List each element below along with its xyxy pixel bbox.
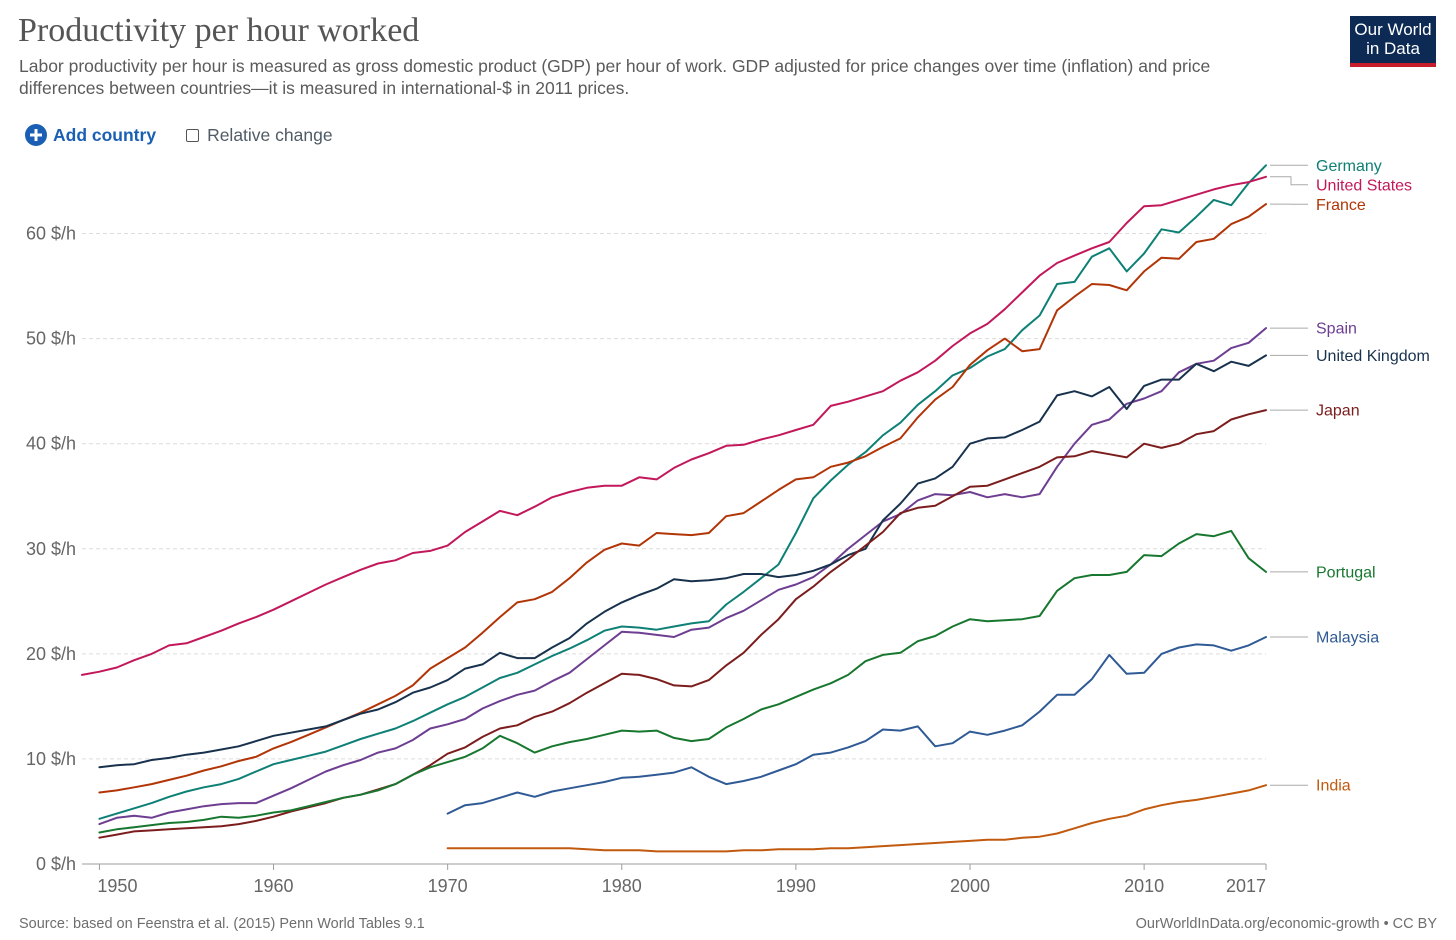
license-link[interactable]: OurWorldInData.org/economic-growth • CC … bbox=[1135, 916, 1437, 932]
series-label-united-states: United States bbox=[1316, 177, 1412, 194]
series-label-india: India bbox=[1316, 778, 1351, 795]
series-lines bbox=[81, 164, 1267, 853]
relative-change-label: Relative change bbox=[207, 124, 333, 145]
x-tick-label: 2017 bbox=[1226, 876, 1266, 896]
line-chart: 0 $/h 10 $/h 20 $/h 30 $/h 40 $/h 50 $/h 60 $/… bbox=[26, 160, 1430, 896]
add-country-label: Add country bbox=[53, 124, 157, 145]
series-line-malaysia bbox=[446, 636, 1267, 815]
x-tick-label: 2000 bbox=[950, 876, 990, 896]
series-line-india bbox=[446, 784, 1267, 853]
series-label-united-kingdom: United Kingdom bbox=[1316, 348, 1430, 365]
series-line-united-states bbox=[81, 175, 1267, 676]
y-axis-ticks: 0 $/h 10 $/h 20 $/h 30 $/h 40 $/h 50 $/h 60 $/… bbox=[26, 224, 76, 874]
label-connector bbox=[1270, 176, 1308, 186]
y-tick-label: 10 $/h bbox=[26, 749, 76, 769]
series-label-spain: Spain bbox=[1316, 321, 1357, 338]
series-label-france: France bbox=[1316, 197, 1366, 214]
chart-title: Productivity per hour worked bbox=[18, 12, 420, 49]
series-line-spain bbox=[98, 327, 1267, 826]
x-tick-label: 1960 bbox=[254, 876, 294, 896]
series-line-portugal bbox=[98, 529, 1267, 834]
series-line-germany bbox=[98, 164, 1267, 820]
x-tick-label: 2010 bbox=[1124, 876, 1164, 896]
y-tick-label: 0 $/h bbox=[36, 854, 76, 874]
logo-line-1: Our World bbox=[1354, 20, 1432, 39]
plus-circle-icon bbox=[25, 124, 47, 146]
y-tick-label: 60 $/h bbox=[26, 224, 76, 244]
series-line-united-kingdom bbox=[98, 354, 1267, 769]
chart-controls: Add country Relative change bbox=[25, 122, 333, 148]
y-tick-label: 30 $/h bbox=[26, 539, 76, 559]
series-labels: Germany United States France Spain United Ki… bbox=[1270, 160, 1430, 795]
checkbox-icon[interactable] bbox=[186, 128, 200, 142]
add-country-button[interactable]: Add country bbox=[25, 124, 156, 146]
x-tick-label: 1990 bbox=[776, 876, 816, 896]
logo-line-2: in Data bbox=[1366, 39, 1420, 58]
source-note[interactable]: Source: based on Feenstra et al. (2015) … bbox=[19, 916, 425, 932]
x-tick-label: 1950 bbox=[97, 876, 137, 896]
chart-subtitle: Labor productivity per hour is measured … bbox=[19, 56, 1211, 98]
series-label-germany: Germany bbox=[1316, 160, 1382, 175]
y-tick-label: 50 $/h bbox=[26, 329, 76, 349]
x-tick-label: 1970 bbox=[428, 876, 468, 896]
series-label-portugal: Portugal bbox=[1316, 564, 1376, 581]
owid-logo[interactable]: Our World in Data bbox=[1350, 16, 1436, 67]
series-line-japan bbox=[98, 409, 1267, 839]
series-line-france bbox=[98, 203, 1267, 794]
series-label-malaysia: Malaysia bbox=[1316, 630, 1379, 647]
y-tick-label: 20 $/h bbox=[26, 644, 76, 664]
grid-lines bbox=[82, 233, 1266, 760]
x-axis: 1950 1960 1970 1980 1990 2000 2010 2017 bbox=[82, 863, 1267, 896]
series-label-japan: Japan bbox=[1316, 403, 1360, 420]
y-tick-label: 40 $/h bbox=[26, 434, 76, 454]
x-tick-label: 1980 bbox=[602, 876, 642, 896]
relative-change-toggle[interactable]: Relative change bbox=[186, 125, 333, 146]
